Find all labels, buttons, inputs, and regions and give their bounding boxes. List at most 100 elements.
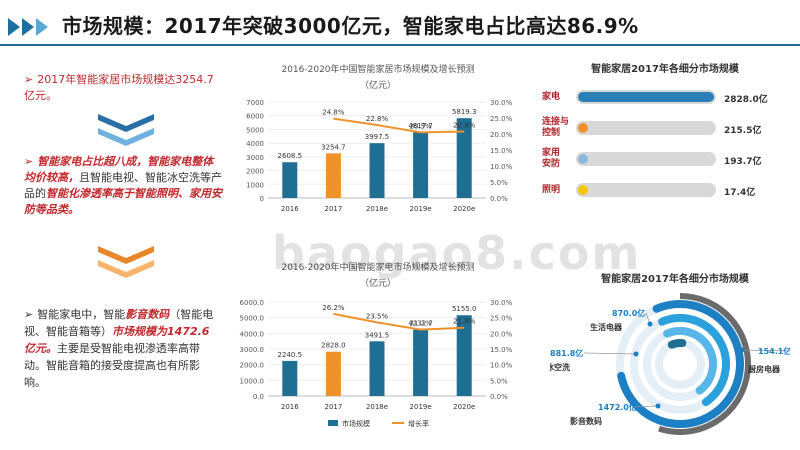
radial-value-label: 881.8亿 [550,348,583,358]
radial-chart-title: 智能家居2017年各细分市场规模 [601,274,749,285]
smart-home-bar-line-chart: 2016-2020年中国智能家居市场规模及增长预测 （亿元） 0 1000 2000 30… [246,63,513,213]
y2-tick-label: 5.0% [490,179,508,187]
y-tick-label: 4000 [246,140,264,148]
line-value-label: 26.2% [322,304,345,312]
x-tick-label: 2019e [410,205,432,213]
bar [325,153,341,198]
bar-value-label: 5819.3 [452,108,477,116]
bar-value-label: 3491.5 [365,331,390,339]
y2-tick-label: 20.0% [490,330,513,338]
chevron-icon [36,18,48,36]
radial-bar [617,300,744,428]
bar [282,360,298,396]
bullet-text: 智能家电占比超八成，智能家电整体均价较高， [24,155,214,184]
radial-category-label: 厨房电器 [748,364,781,374]
bullet-text: 且智能电视、智能冰空洗等产品的 [24,171,222,200]
x-tick-label: 2017 [324,205,342,213]
radial-dot [739,347,745,353]
bar-value-label: 3997.5 [365,133,390,141]
bar [369,143,385,198]
x-tick-label: 2017 [324,403,342,411]
bar-value-label: 5155.0 [452,305,477,313]
radial-bar [667,339,687,349]
bar-value-label: 2608.5 [278,152,303,160]
chart-title: 2016-2020年中国智能家居市场规模及增长预测 [281,63,474,75]
segment-label: 照明 [542,185,561,195]
radial-value-label: 870.0亿 [612,308,645,318]
y-tick-label: 5000.0 [240,315,265,323]
x-tick-label: 2016 [281,403,299,411]
down-chevron-icon [98,114,154,146]
y-tick-label: 1000.0 [240,377,265,385]
bullet-market-size: ➢ 2017年智能家居市场规模达3254.7亿元。 [24,72,224,104]
bar-value-label: 2828.0 [321,342,346,350]
y-tick-label: 3000.0 [240,346,265,354]
bar-value-label: 2240.5 [278,351,303,359]
arrow-bullet-icon: ➢ [24,155,34,168]
chevron-icon [8,18,20,36]
x-tick-label: 2020e [453,205,475,213]
y2-tick-label: 20.0% [490,131,513,139]
segment-value: 215.5亿 [724,126,762,136]
bullet-text: 主要是受智能电视渗透率高带动。智能音箱的接受度提高也有所影响。 [24,342,200,389]
y-tick-label: 7000 [246,99,264,107]
bullet-av-digital: ➢ 智能家电中，智能影音数码（智能电视、智能音箱等）市场规模为1472.6亿元。主… [24,306,220,391]
segment-value: 2828.0亿 [724,95,768,105]
segment-bar-track [576,183,716,197]
arrow-bullet-icon: ➢ [24,73,34,86]
segment-label: 连接与 控制 [542,117,570,138]
segment-label: 家电 [542,92,561,102]
chart-unit: （亿元） [360,277,396,289]
bullet-appliance-share: ➢ 智能家电占比超八成，智能家电整体均价较高，且智能电视、智能冰空洗等产品的智能化… [24,154,224,218]
bar [413,131,429,198]
y-tick-label: 0 [260,195,264,203]
radial-ring-track [655,339,705,389]
x-tick-label: 2018e [366,403,388,411]
y-tick-label: 4000.0 [240,330,265,338]
title-bar [0,6,800,46]
radial-leader-line [631,405,659,408]
segment-horizontal-bar-chart: 家电 2828.0亿 连接与 控制 215.5亿 家用 安防 193.7亿 照明 17.4亿 [540,82,790,212]
x-tick-label: 2016 [281,205,299,213]
segment-bar [578,154,588,164]
y2-tick-label: 25.0% [490,115,513,123]
growth-line [333,117,465,134]
radial-outer-ring [658,293,751,435]
segment-bar-track [576,90,716,104]
chevron-icon [22,18,34,36]
bar [369,341,385,396]
segment-bar-track [576,152,716,166]
x-tick-label: 2020e [453,403,475,411]
segment-value: 193.7亿 [724,157,762,167]
y2-tick-label: 5.0% [490,377,508,385]
y2-tick-label: 15.0% [490,346,513,354]
bar [325,351,341,396]
bar [456,118,472,198]
chart-unit: （亿元） [360,79,396,91]
bullet-text: 市场规模为1472.6亿元。 [24,325,210,355]
bar [413,329,429,396]
y-tick-label: 5000 [246,126,264,134]
radial-dot [647,321,653,327]
line-value-label: 21.8% [453,318,476,326]
y-tick-label: 6000.0 [240,299,265,307]
y2-tick-label: 10.0% [490,362,513,370]
y2-tick-label: 25.0% [490,315,513,323]
y-tick-label: 3000 [246,154,264,162]
radial-leader-line [741,349,790,352]
line-value-label: 22.8% [366,115,389,123]
x-tick-label: 2018e [366,205,388,213]
line-value-label: 24.8% [322,109,345,117]
y-tick-label: 1000 [246,181,264,189]
segment-bar-track [576,121,716,135]
segment-value: 17.4亿 [724,188,756,198]
y-tick-label: 6000 [246,113,264,121]
y2-tick-label: 0.0% [490,393,508,401]
radial-bar [658,314,730,407]
arrow-bullet-icon: ➢ [24,308,34,321]
bar [282,162,298,198]
y2-tick-label: 0.0% [490,195,508,203]
line-value-label: 20.8% [453,121,476,129]
radial-bar [663,327,717,395]
